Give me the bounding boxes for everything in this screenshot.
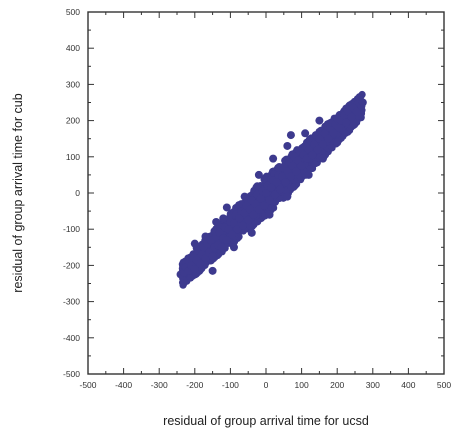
- x-tick-label: 300: [366, 380, 380, 390]
- scatter-point: [235, 214, 244, 223]
- scatter-point: [315, 116, 324, 125]
- axis-ticks: [87, 11, 445, 375]
- scatter-point: [260, 175, 268, 184]
- y-tick-label: 400: [66, 43, 80, 53]
- scatter-point: [228, 230, 237, 239]
- x-tick-label: -300: [151, 380, 168, 390]
- scatter-point: [270, 190, 279, 199]
- scatter-point: [196, 259, 205, 268]
- scatter-point: [342, 118, 351, 127]
- scatter-point: [313, 145, 322, 154]
- scatter-point: [283, 192, 292, 201]
- x-tick-label: 100: [295, 380, 309, 390]
- scatter-point: [349, 121, 358, 129]
- y-tick-label: -300: [63, 297, 80, 307]
- scatter-point: [276, 185, 285, 194]
- scatter-point: [265, 210, 274, 219]
- scatter-point: [283, 141, 292, 150]
- scatter-point: [286, 172, 295, 181]
- scatter-point: [262, 189, 270, 197]
- scatter-point: [253, 218, 262, 226]
- scatter-point: [333, 138, 342, 147]
- scatter-point: [292, 167, 301, 176]
- scatter-point: [334, 123, 343, 132]
- scatter-point: [229, 243, 238, 252]
- scatter-point: [212, 217, 221, 226]
- scatter-point: [272, 178, 281, 187]
- x-tick-label: -500: [79, 380, 96, 390]
- y-tick-label: -200: [63, 260, 80, 270]
- scatter-point: [238, 221, 247, 230]
- scatter-point: [222, 236, 231, 245]
- scatter-point: [352, 107, 361, 116]
- scatter-point: [217, 243, 226, 252]
- y-tick-label: -500: [63, 369, 80, 379]
- scatter-point: [358, 98, 367, 107]
- x-tick-label: 500: [437, 380, 451, 390]
- scatter-point: [190, 239, 199, 248]
- scatter-point: [254, 170, 263, 179]
- scatter-point: [245, 222, 254, 231]
- y-tick-labels: -500 -400 -300 -200 -100 0 100 200 300 400 500: [63, 7, 80, 379]
- scatter-point: [297, 161, 306, 170]
- scatter-point: [281, 178, 290, 187]
- scatter-point: [260, 201, 269, 210]
- scatter-point: [324, 134, 333, 143]
- x-tick-label: -400: [115, 380, 132, 390]
- scatter-point: [311, 160, 319, 168]
- scatter-point: [308, 150, 317, 159]
- scatter-point: [208, 252, 217, 261]
- scatter-point: [347, 112, 356, 121]
- scatter-point: [247, 228, 256, 237]
- scatter-point: [190, 265, 199, 274]
- scatter-point: [329, 129, 338, 138]
- y-tick-label: 500: [66, 7, 80, 17]
- x-tick-label: 400: [401, 380, 415, 390]
- y-tick-label: -400: [63, 333, 80, 343]
- scatter-point: [286, 131, 295, 140]
- scatter-point: [301, 129, 310, 138]
- scatter-point: [208, 266, 217, 275]
- scatter-point: [318, 154, 327, 163]
- scatter-point: [265, 196, 274, 205]
- x-tick-label: -200: [186, 380, 203, 390]
- y-tick-label: 200: [66, 116, 80, 126]
- scatter-point: [267, 183, 276, 192]
- x-tick-label: 0: [264, 380, 269, 390]
- x-axis-title: residual of group arrival time for ucsd: [163, 414, 369, 428]
- scatter-point: [222, 203, 231, 212]
- scatter-point: [219, 214, 228, 223]
- x-tick-label: -100: [222, 380, 239, 390]
- y-tick-label: -100: [63, 224, 80, 234]
- scatter-point: [249, 210, 258, 219]
- x-tick-labels: -500 -400 -300 -200 -100 0 100 200 300 400 500: [79, 380, 451, 390]
- scatter-point: [256, 194, 265, 203]
- scatter-point: [327, 142, 335, 151]
- scatter-point: [186, 274, 195, 282]
- scatter-point: [318, 140, 327, 149]
- y-tick-label: 0: [75, 188, 80, 198]
- scatter-points: [176, 90, 367, 289]
- x-tick-label: 200: [330, 380, 344, 390]
- y-axis-title: residual of group arrival time for cub: [11, 93, 25, 292]
- scatter-point: [244, 216, 253, 225]
- scatter-point: [240, 192, 249, 201]
- y-tick-label: 300: [66, 79, 80, 89]
- scatter-point: [269, 154, 278, 163]
- scatter-point: [306, 165, 314, 173]
- scatter-point: [304, 170, 313, 179]
- y-tick-label: 100: [66, 152, 80, 162]
- scatter-point: [290, 183, 298, 191]
- scatter-point: [201, 232, 210, 241]
- scatter-point: [253, 182, 261, 190]
